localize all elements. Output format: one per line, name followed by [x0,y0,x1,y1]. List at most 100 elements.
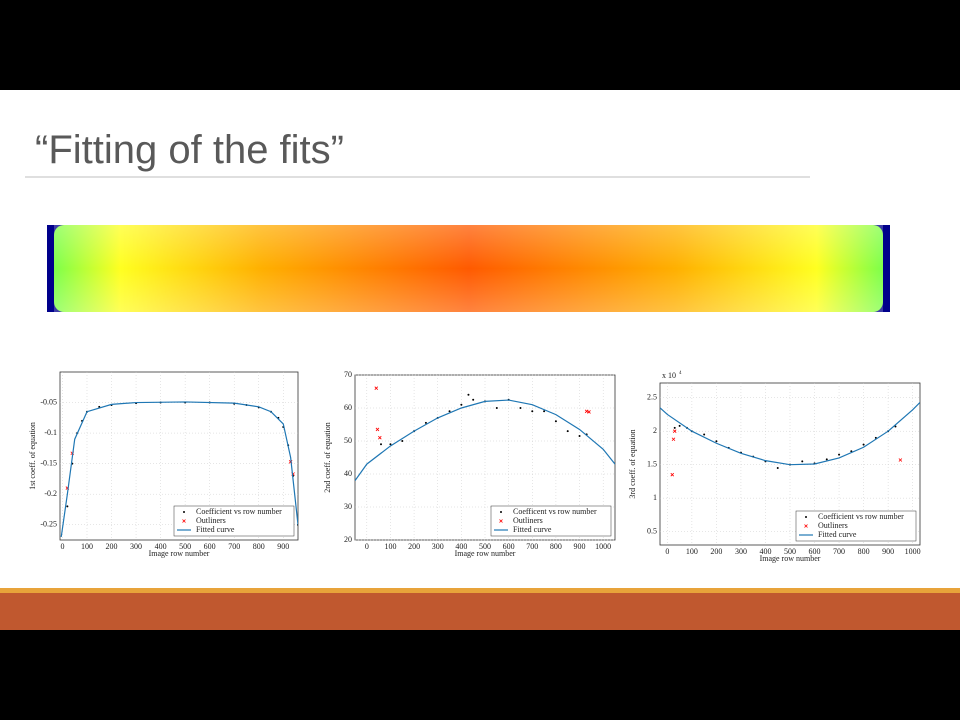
x-tick-label: 1000 [905,547,921,556]
outlier-point [584,409,589,414]
x-axis-label: Image row number [760,554,821,563]
x-tick-label: 400 [155,542,167,551]
x-tick-label: 800 [253,542,265,551]
legend-box [795,510,917,542]
y-tick-label: 20 [344,535,352,544]
data-point [703,433,706,436]
y-tick-label: 70 [344,370,352,379]
plot-marks [60,401,298,538]
data-point [472,398,475,401]
data-point [66,505,69,508]
x-tick-label: 200 [106,542,118,551]
y-axis-label: 3rd coeff. of equation [628,429,637,498]
data-point [543,410,546,413]
y-tick-label: -0.15 [40,458,57,467]
legend-swatch [804,524,808,528]
x-tick-label: 800 [858,547,870,556]
outlier-point [672,429,677,433]
legend-label: Fitted curve [818,530,857,539]
data-point [862,443,865,446]
x-tick-label: 100 [384,542,396,551]
y-tick-label: -0.05 [40,397,57,406]
fitted-curve [355,399,615,481]
y-tick-label: 0.5 [647,526,657,535]
y-tick-label: -0.25 [40,520,57,529]
y-tick-label: 1 [653,493,657,502]
data-point [448,410,451,413]
x-tick-label: 0 [60,542,64,551]
y-multiplier-exponent: 4 [679,371,682,376]
x-tick-label: 500 [179,542,191,551]
x-tick-label: 500 [784,547,796,556]
outlier-point [587,410,591,414]
outlier-point [375,427,380,432]
y-axis-label: 1st coeff. of equation [28,422,37,490]
data-point [389,443,392,446]
x-tick-label: 700 [526,542,538,551]
data-point [678,424,681,427]
y-axis-label: 2nd coeff. of equation [323,422,332,493]
outlier-point [378,435,382,440]
x-tick-label: 0 [665,547,669,556]
legend-swatch [805,516,807,518]
data-point [566,430,569,433]
legend-label: Outliners [818,521,848,530]
y-tick-label: 30 [344,502,352,511]
x-tick-label: 900 [882,547,894,556]
legend-swatch [499,519,503,523]
data-point [460,403,463,406]
legend-label: Outliners [196,516,226,525]
data-point [519,407,522,409]
x-tick-label: 600 [503,542,515,551]
legend-swatch [183,511,185,513]
legend-label: Fitted curve [196,525,235,534]
data-point [776,467,779,470]
data-point [578,435,581,438]
x-tick-label: 400 [455,542,467,551]
y-tick-label: -0.2 [44,489,57,498]
y-tick-label: 60 [344,403,352,412]
data-point [894,425,897,428]
outlier-point [670,472,675,477]
y-tick-label: 40 [344,469,352,478]
data-point [495,407,498,409]
data-point [554,420,557,423]
data-point [531,410,534,413]
data-point [838,453,841,456]
legend-swatch [500,511,502,513]
legend-label: Coefficient vs row number [818,512,904,521]
y-tick-label: 1.5 [647,459,657,468]
accent-bar [0,588,960,593]
x-axis-label: Image row number [455,549,516,558]
x-tick-label: 600 [809,547,821,556]
x-tick-label: 400 [759,547,771,556]
x-tick-label: 1000 [595,542,611,551]
data-point [715,440,718,443]
legend-label: Fitted curve [513,525,552,534]
data-point [380,443,382,446]
legend-label: Coefficient vs row number [196,507,282,516]
x-tick-label: 300 [432,542,444,551]
x-tick-label: 300 [735,547,747,556]
x-tick-label: 900 [277,542,289,551]
x-tick-label: 500 [479,542,491,551]
x-tick-label: 0 [365,542,369,551]
outlier-point [671,437,676,442]
x-tick-label: 200 [710,547,722,556]
data-point [401,440,404,442]
y-tick-label: 2 [653,426,657,435]
outlier-point [374,386,379,390]
plot-marks [660,401,920,477]
outlier-point [898,458,903,462]
fitted-curve [60,401,298,538]
x-tick-label: 900 [574,542,586,551]
legend-label: Outliners [513,516,543,525]
y-multiplier: x 10 [662,371,676,380]
fitted-curve [660,401,920,466]
y-tick-label: -0.1 [44,428,57,437]
legend-swatch [182,519,186,523]
x-tick-label: 100 [686,547,698,556]
x-tick-label: 700 [228,542,240,551]
x-tick-label: 300 [130,542,142,551]
